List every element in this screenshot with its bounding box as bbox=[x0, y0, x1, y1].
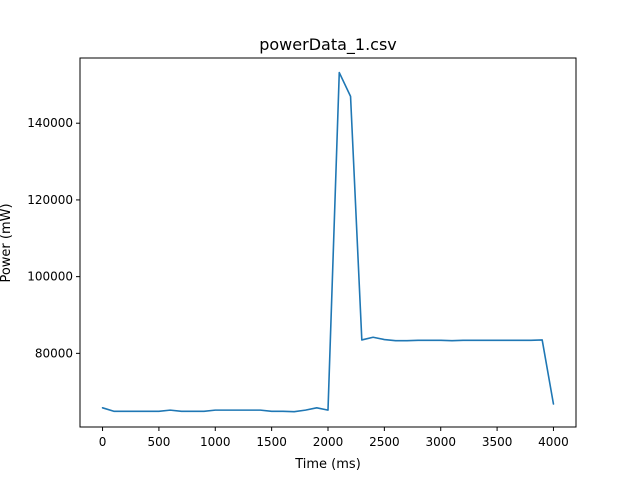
x-axis: 0 500 1000 1500 2000 2500 3000 3500 4000 bbox=[99, 427, 569, 449]
x-tick-label: 2500 bbox=[369, 435, 400, 449]
y-axis-label: Power (mW) bbox=[0, 203, 14, 282]
x-tick-label: 3500 bbox=[482, 435, 513, 449]
plot-area bbox=[101, 71, 555, 413]
y-tick-label: 80000 bbox=[35, 346, 73, 360]
series-line bbox=[101, 71, 555, 413]
x-tick-label: 1000 bbox=[200, 435, 231, 449]
y-tick-label: 100000 bbox=[27, 270, 73, 284]
x-tick-label: 1500 bbox=[256, 435, 287, 449]
y-tick-label: 140000 bbox=[27, 116, 73, 130]
x-tick-label: 0 bbox=[99, 435, 107, 449]
x-tick-label: 3000 bbox=[425, 435, 456, 449]
axes-frame bbox=[79, 57, 577, 428]
x-axis-label: Time (ms) bbox=[294, 457, 361, 472]
x-tick-label: 500 bbox=[147, 435, 170, 449]
x-tick-label: 2000 bbox=[313, 435, 344, 449]
chart-title: powerData_1.csv bbox=[259, 35, 397, 55]
y-tick-label: 120000 bbox=[27, 193, 73, 207]
x-tick-label: 4000 bbox=[538, 435, 569, 449]
y-axis: 80000 100000 120000 140000 bbox=[27, 116, 80, 360]
